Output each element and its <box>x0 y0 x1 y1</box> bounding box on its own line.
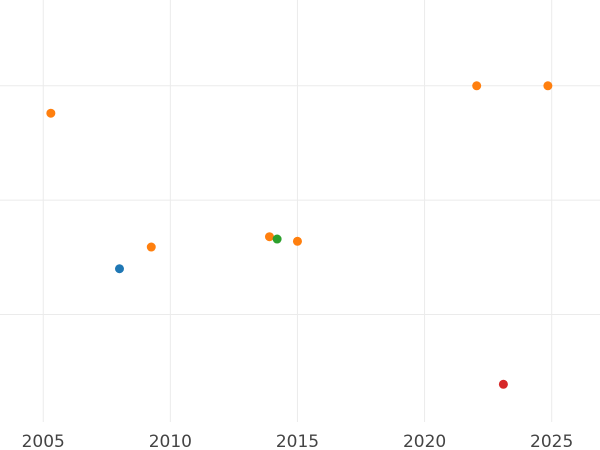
data-point <box>146 242 156 252</box>
data-point <box>498 379 508 389</box>
x-tick-label: 2020 <box>403 432 446 450</box>
data-point <box>46 108 56 118</box>
data-point <box>264 232 274 242</box>
data-point <box>272 234 282 244</box>
data-point <box>292 236 302 246</box>
data-point <box>543 81 553 91</box>
x-tick-label: 2005 <box>22 432 65 450</box>
data-points <box>46 81 553 389</box>
x-axis-ticks: 2005 2010 2015 2020 2025 <box>22 432 574 450</box>
x-tick-label: 2015 <box>276 432 319 450</box>
x-tick-label: 2025 <box>530 432 573 450</box>
data-point <box>114 264 124 274</box>
x-tick-label: 2010 <box>149 432 192 450</box>
data-point <box>472 81 482 91</box>
grid <box>0 0 600 422</box>
